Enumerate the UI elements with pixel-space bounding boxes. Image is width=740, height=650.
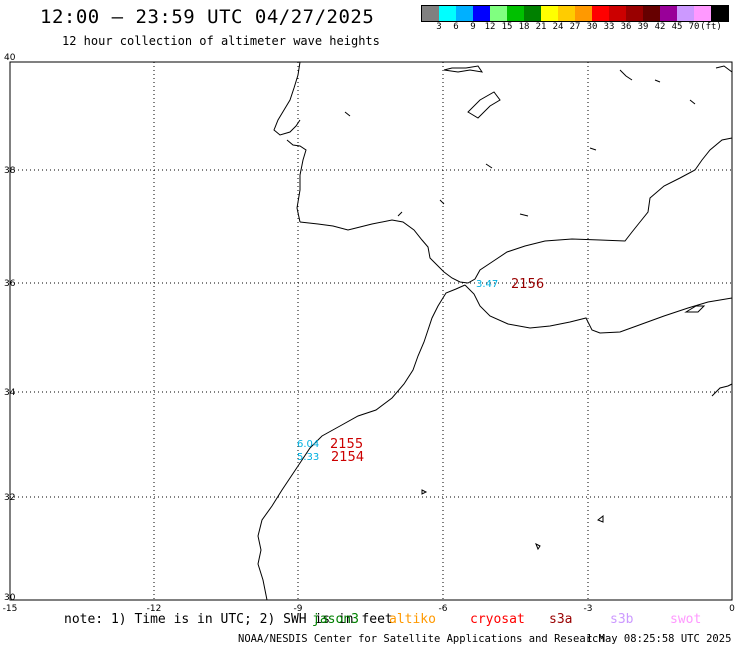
- colorbar-label: 18: [518, 22, 530, 32]
- coastline-islet-10: [485, 163, 493, 169]
- map-title: 12:00 – 23:59 UTC 04/27/2025: [40, 6, 375, 28]
- coastline-islet-7: [689, 99, 696, 105]
- colorbar-label: 45: [671, 22, 683, 32]
- colorbar-swatch: [507, 6, 524, 21]
- pass-number: 2154: [331, 450, 364, 465]
- legend-satellite: s3b: [610, 612, 634, 627]
- y-axis-labels: 40 38 36 34 32 30: [4, 53, 16, 603]
- coastlines: [257, 61, 733, 601]
- colorbar-label: 15: [501, 22, 513, 32]
- y-tick-label: 40: [4, 53, 16, 63]
- colorbar-label: 36: [620, 22, 632, 32]
- pass-number: 2156: [511, 277, 544, 292]
- colorbar-labels: 3 6 9 12 15 18 21 24 27 30 33 36 39 42 45 70 (ft): [421, 22, 740, 34]
- y-tick-label: 38: [4, 166, 16, 176]
- colorbar-swatch: [609, 6, 626, 21]
- colorbar-label: 70: [688, 22, 700, 32]
- colorbar-label: 21: [535, 22, 547, 32]
- legend-satellite: jason3: [312, 612, 359, 627]
- credit-line: NOAA/NESDIS Center for Satellite Applica…: [238, 633, 605, 645]
- grid-lines: [10, 62, 732, 600]
- map-frame: [9, 61, 733, 601]
- legend-satellite: swot: [670, 612, 702, 627]
- legend-satellite: s3a: [549, 612, 573, 627]
- coastline-island-small-1: [467, 91, 501, 119]
- coastline-portugal-south: [286, 139, 307, 223]
- y-tick-label: 34: [4, 388, 16, 398]
- footer-note: note: 1) Time is in UTC; 2) SWH is in fe…: [64, 612, 393, 627]
- x-tick-label: -12: [147, 604, 162, 614]
- colorbar-label: 30: [586, 22, 598, 32]
- generated-timestamp: 1 May 08:25:58 UTC 2025: [586, 633, 732, 645]
- colorbar-label: 33: [603, 22, 615, 32]
- colorbar-swatch: [541, 6, 558, 21]
- colorbar-label: 6: [453, 22, 459, 32]
- colorbar-swatch: [575, 6, 592, 21]
- colorbar-swatch: [711, 6, 728, 21]
- coastline-north-africa: [464, 284, 733, 334]
- x-tick-label: 0: [729, 604, 735, 614]
- coastline-portugal-north: [273, 61, 301, 136]
- coastline-islet-3: [535, 542, 541, 551]
- map-subtitle: 12 hour collection of altimeter wave hei…: [62, 34, 380, 48]
- coastline-islet-13: [439, 199, 445, 205]
- colorbar-swatch: [456, 6, 473, 21]
- coastline-islet-11: [519, 213, 529, 217]
- colorbar-label: 42: [654, 22, 666, 32]
- coastline-mallorca: [443, 65, 484, 73]
- colorbar-swatch: [660, 6, 677, 21]
- swh-value: 6.04: [297, 439, 319, 450]
- colorbar-label: (ft): [700, 22, 722, 32]
- wave-height-colorbar: [421, 5, 729, 22]
- colorbar-swatch: [490, 6, 507, 21]
- x-tick-label: -3: [584, 604, 593, 614]
- colorbar-label: 9: [470, 22, 476, 32]
- colorbar-swatch: [422, 6, 439, 21]
- pass-number: 2155: [330, 437, 363, 452]
- x-tick-label: -9: [294, 604, 303, 614]
- x-tick-label: -15: [3, 604, 18, 614]
- colorbar-swatch: [558, 6, 575, 21]
- colorbar-swatch: [473, 6, 490, 21]
- coastline-islet-12: [397, 211, 403, 217]
- colorbar-swatch: [439, 6, 456, 21]
- colorbar-swatch: [524, 6, 541, 21]
- colorbar-swatch: [694, 6, 711, 21]
- legend-satellite: altiko: [389, 612, 436, 627]
- coastline-islet-2: [421, 489, 428, 495]
- swh-value: 5.33: [297, 452, 319, 463]
- coastline-islet-8: [715, 65, 733, 73]
- coastline-islet-9: [344, 111, 351, 117]
- x-axis-labels: -15 -12 -9 -6 -3 0: [3, 604, 735, 614]
- coastline-morocco-atlantic: [257, 284, 466, 601]
- colorbar-swatch: [643, 6, 660, 21]
- y-tick-label: 36: [4, 279, 16, 289]
- swh-value: 3.47: [476, 279, 498, 290]
- colorbar-swatch: [592, 6, 609, 21]
- colorbar-label: 39: [637, 22, 649, 32]
- colorbar-swatch: [626, 6, 643, 21]
- colorbar-label: 3: [436, 22, 442, 32]
- altimeter-observations: 3.47 2156 6.04 2155 5.33 2154: [297, 277, 544, 465]
- coastline-islet-6: [654, 79, 661, 83]
- coastline-sicily-fragment: [711, 383, 733, 397]
- legend-satellite: cryosat: [470, 612, 525, 627]
- x-tick-label: -6: [439, 604, 448, 614]
- colorbar-label: 12: [484, 22, 496, 32]
- colorbar-label: 24: [552, 22, 564, 32]
- coastline-islet-14: [589, 147, 597, 151]
- coastline-islet-1: [597, 514, 604, 523]
- coastline-iberia-south: [299, 137, 733, 284]
- y-tick-label: 32: [4, 493, 15, 503]
- colorbar-swatch: [677, 6, 694, 21]
- coastline-islet-4: [684, 305, 706, 313]
- y-tick-label: 30: [4, 593, 16, 603]
- colorbar-label: 27: [569, 22, 581, 32]
- coastline-islet-5: [619, 69, 633, 81]
